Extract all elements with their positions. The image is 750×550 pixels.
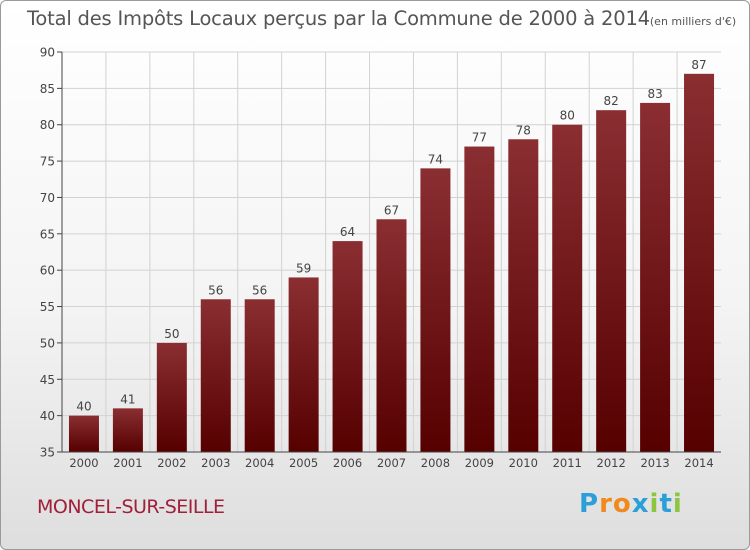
bars [68, 73, 715, 453]
y-tick-label-90: 90 [40, 46, 55, 60]
chart-title: Total des Impôts Locaux perçus par la Co… [27, 7, 736, 30]
bar-2006 [332, 241, 363, 452]
proxiti-logo: Proxiti [579, 489, 683, 519]
x-tick-label-2011: 2011 [553, 456, 582, 470]
logo-letter-6: i [672, 489, 683, 519]
x-tick-label-2007: 2007 [377, 456, 406, 470]
y-tick-label-65: 65 [40, 227, 55, 241]
bar-2002 [156, 342, 187, 452]
bar-2000 [68, 415, 99, 452]
y-tick-label-45: 45 [40, 373, 55, 387]
value-label-2007: 67 [384, 203, 399, 217]
labels: 35 40 45 50 55 60 65 70 75 80 85 90 40 2000 41 2001 50 20… [40, 46, 714, 471]
bar-2011 [552, 124, 583, 453]
bar-2004 [244, 299, 275, 452]
y-tick-label-70: 70 [40, 191, 55, 205]
x-tick-label-2013: 2013 [640, 456, 669, 470]
value-label-2002: 50 [164, 327, 179, 341]
x-tick-label-2003: 2003 [201, 456, 230, 470]
value-label-2006: 64 [340, 225, 355, 239]
bar-2003 [200, 299, 231, 452]
y-tick-label-35: 35 [40, 446, 55, 460]
value-label-2013: 83 [647, 87, 662, 101]
y-tick-label-80: 80 [40, 118, 55, 132]
x-tick-label-2001: 2001 [113, 456, 142, 470]
value-label-2004: 56 [252, 283, 267, 297]
value-label-2009: 77 [472, 131, 487, 145]
y-tick-label-55: 55 [40, 300, 55, 314]
value-label-2011: 80 [560, 109, 575, 123]
y-tick-label-50: 50 [40, 336, 55, 350]
logo-letter-5: t [659, 489, 673, 519]
x-tick-label-2010: 2010 [509, 456, 538, 470]
logo-letter-4: i [649, 489, 660, 519]
bar-2010 [508, 139, 539, 453]
y-tick-label-75: 75 [40, 155, 55, 169]
value-label-2001: 41 [120, 392, 135, 406]
logo-letter-2: o [612, 489, 632, 519]
bar-2014 [684, 73, 715, 453]
value-label-2012: 82 [604, 94, 619, 108]
chart-title-text: Total des Impôts Locaux perçus par la Co… [27, 7, 650, 30]
y-tick-label-85: 85 [40, 82, 55, 96]
logo-letter-0: P [579, 489, 600, 519]
x-tick-label-2000: 2000 [69, 456, 98, 470]
bar-2007 [376, 219, 407, 452]
bar-2013 [640, 102, 671, 452]
value-label-2000: 40 [76, 400, 91, 414]
axes [57, 51, 721, 453]
y-tick-label-60: 60 [40, 264, 55, 278]
logo-letter-3: x [631, 489, 650, 519]
bar-2008 [420, 168, 451, 452]
bar-2005 [288, 277, 319, 452]
x-tick-label-2005: 2005 [289, 456, 318, 470]
x-tick-label-2012: 2012 [597, 456, 626, 470]
value-label-2005: 59 [296, 261, 311, 275]
x-tick-label-2004: 2004 [245, 456, 274, 470]
logo-letter-1: r [599, 489, 613, 519]
x-tick-label-2008: 2008 [421, 456, 450, 470]
value-label-2014: 87 [691, 58, 706, 72]
chart-unit-text: (en milliers d'€) [649, 15, 737, 28]
bar-2012 [596, 110, 627, 452]
commune-name: MONCEL-SUR-SEILLE [37, 496, 225, 518]
value-label-2010: 78 [516, 123, 531, 137]
x-tick-label-2009: 2009 [465, 456, 494, 470]
value-label-2003: 56 [208, 283, 223, 297]
value-label-2008: 74 [428, 152, 443, 166]
x-tick-label-2014: 2014 [684, 456, 713, 470]
bar-2009 [464, 146, 495, 452]
x-tick-label-2002: 2002 [157, 456, 186, 470]
bar-2001 [112, 408, 143, 452]
x-tick-label-2006: 2006 [333, 456, 362, 470]
y-tick-label-40: 40 [40, 409, 55, 423]
